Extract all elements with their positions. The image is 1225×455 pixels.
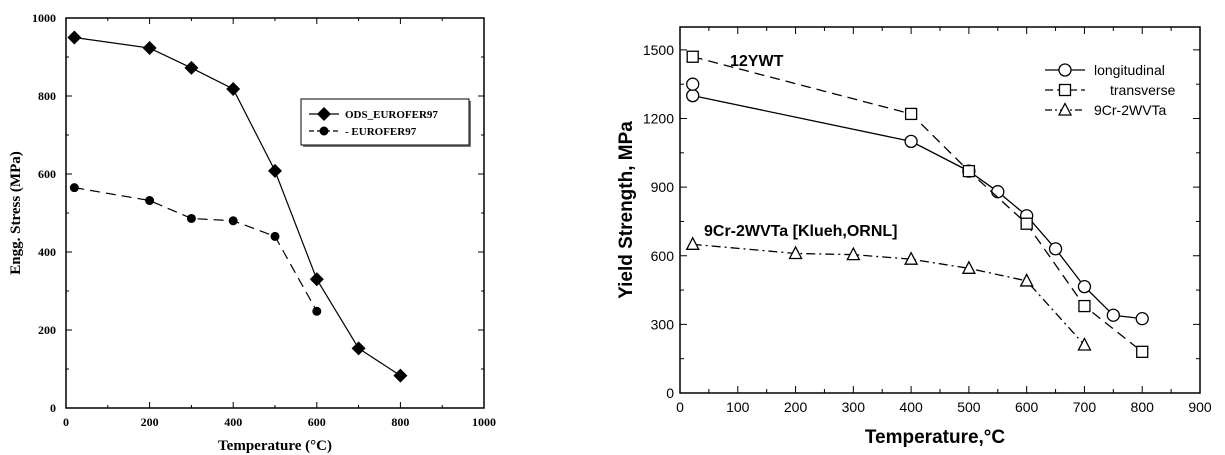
y-axis-label: Engg. Stress (MPa) bbox=[8, 151, 24, 274]
y-tick-label: 800 bbox=[38, 89, 56, 103]
series-line-0 bbox=[74, 36, 401, 377]
legend-label-3: 9Cr-2WVTa bbox=[1094, 102, 1167, 118]
series-line-2 bbox=[692, 56, 1143, 353]
legend-marker-0-point-0 bbox=[317, 107, 331, 121]
series-2-point-1 bbox=[904, 107, 918, 121]
x-tick-label: 200 bbox=[784, 399, 808, 415]
legend-marker-2-point-0 bbox=[1058, 83, 1072, 97]
series-3-point-5 bbox=[1019, 273, 1034, 287]
y-tick-label: 0 bbox=[666, 385, 674, 401]
series-0-point-3 bbox=[226, 81, 241, 96]
series-0-point-6 bbox=[351, 341, 366, 356]
series-0-point-5 bbox=[1048, 242, 1063, 256]
legend-marker-3-point-0 bbox=[1057, 102, 1073, 116]
series-2 bbox=[686, 50, 1149, 358]
chart-engg-stress: 0 200 400 600 800 1000 0 200 400 600 800 1000 Temper… bbox=[8, 11, 496, 454]
series-1-point-1 bbox=[145, 196, 155, 206]
series-0-point-0 bbox=[686, 88, 700, 103]
annotation-12ywt: 12YWT bbox=[730, 53, 784, 70]
legend: ODS_EUROFER97 - EUROFER97 bbox=[300, 98, 471, 147]
series-0-point-5 bbox=[309, 272, 324, 287]
x-axis-label: Temperature (°C) bbox=[218, 438, 332, 454]
x-tick-label: 900 bbox=[1188, 399, 1212, 415]
x-tick-label: 700 bbox=[1073, 399, 1097, 415]
y-axis-label: Yield Strength, MPa bbox=[616, 121, 637, 299]
legend-box bbox=[300, 98, 470, 146]
x-tick-label: 100 bbox=[726, 399, 750, 415]
legend-label-0: ODS_EUROFER97 bbox=[345, 109, 438, 121]
x-tick-label: 400 bbox=[224, 415, 242, 429]
annotation-klueh-ornl: 9Cr-2WVTa [Klueh,ORNL] bbox=[704, 223, 897, 240]
series-0-point-1 bbox=[904, 134, 918, 149]
x-tick-label: 600 bbox=[308, 415, 326, 429]
series-1-point-4 bbox=[270, 231, 280, 241]
series-1-point-0 bbox=[686, 77, 700, 91]
series-1-point-0 bbox=[69, 183, 79, 193]
y-tick-label: 200 bbox=[38, 323, 56, 337]
series-1-point-2 bbox=[186, 213, 196, 223]
y-tick-label: 600 bbox=[651, 248, 675, 264]
series-1 bbox=[686, 77, 700, 91]
series-0-point-1 bbox=[142, 41, 157, 56]
chart-yield-strength: 0 100 200 300 400 500 600 700 800 900 0 300 600 900 12… bbox=[616, 26, 1212, 448]
x-tick-label: 0 bbox=[63, 415, 69, 429]
x-tick-label: 500 bbox=[957, 399, 981, 415]
series-1-point-3 bbox=[228, 216, 238, 226]
series-0-point-8 bbox=[1135, 312, 1149, 326]
series-0 bbox=[67, 30, 408, 383]
x-axis-label: Temperature,°C bbox=[865, 427, 1006, 448]
series-3-point-3 bbox=[904, 251, 919, 265]
y-tick-label: 1500 bbox=[643, 42, 674, 58]
y-tick-label: 0 bbox=[50, 401, 56, 415]
series-0-point-6 bbox=[1077, 279, 1092, 294]
series-3-point-4 bbox=[961, 260, 976, 274]
x-tick-label: 200 bbox=[141, 415, 159, 429]
series-1 bbox=[69, 183, 322, 316]
series-3-point-1 bbox=[788, 245, 803, 260]
series-3-point-2 bbox=[846, 246, 861, 261]
plot-frame bbox=[65, 17, 485, 409]
y-tick-label: 400 bbox=[38, 245, 56, 259]
series-0 bbox=[686, 88, 1149, 326]
series-3-point-0 bbox=[685, 236, 700, 250]
series-line-3 bbox=[692, 243, 1085, 346]
legend: longitudinal transverse 9Cr-2WVTa bbox=[1045, 62, 1176, 118]
x-tick-label: 300 bbox=[842, 399, 866, 415]
series-2-point-0 bbox=[686, 50, 699, 63]
series-0-point-7 bbox=[1106, 308, 1120, 322]
series-0-point-4 bbox=[268, 163, 282, 178]
series-1-point-5 bbox=[312, 306, 322, 316]
x-tick-label: 0 bbox=[676, 399, 684, 415]
y-tick-label: 1000 bbox=[32, 11, 56, 25]
y-tick-label: 300 bbox=[651, 316, 675, 332]
series-2-point-2 bbox=[962, 164, 976, 178]
legend-label-2: transverse bbox=[1110, 82, 1176, 98]
series-3 bbox=[685, 236, 1092, 351]
y-tick-label: 900 bbox=[651, 179, 675, 195]
x-tick-label: 800 bbox=[1131, 399, 1155, 415]
y-tick-label: 600 bbox=[38, 167, 56, 181]
x-tick-label: 400 bbox=[899, 399, 923, 415]
legend-label-1: - EUROFER97 bbox=[345, 126, 417, 138]
series-0-point-3 bbox=[991, 185, 1005, 199]
legend-label-0: longitudinal bbox=[1094, 62, 1165, 78]
series-0-point-7 bbox=[393, 368, 408, 383]
series-2-point-3 bbox=[1020, 217, 1033, 230]
x-tick-label: 600 bbox=[1015, 399, 1039, 415]
series-0-point-0 bbox=[67, 30, 82, 45]
x-tick-label: 800 bbox=[391, 415, 409, 429]
legend-marker-1-point-0 bbox=[319, 126, 329, 136]
series-0-point-2 bbox=[184, 60, 199, 75]
x-tick-label: 1000 bbox=[472, 415, 496, 429]
series-2-point-5 bbox=[1136, 345, 1149, 358]
y-tick-label: 1200 bbox=[643, 111, 674, 127]
series-3-point-6 bbox=[1077, 337, 1092, 351]
legend-marker-0-point-0 bbox=[1058, 63, 1072, 77]
series-line-1 bbox=[74, 187, 318, 312]
series-line-0 bbox=[692, 94, 1143, 320]
series-2-point-4 bbox=[1078, 299, 1091, 313]
